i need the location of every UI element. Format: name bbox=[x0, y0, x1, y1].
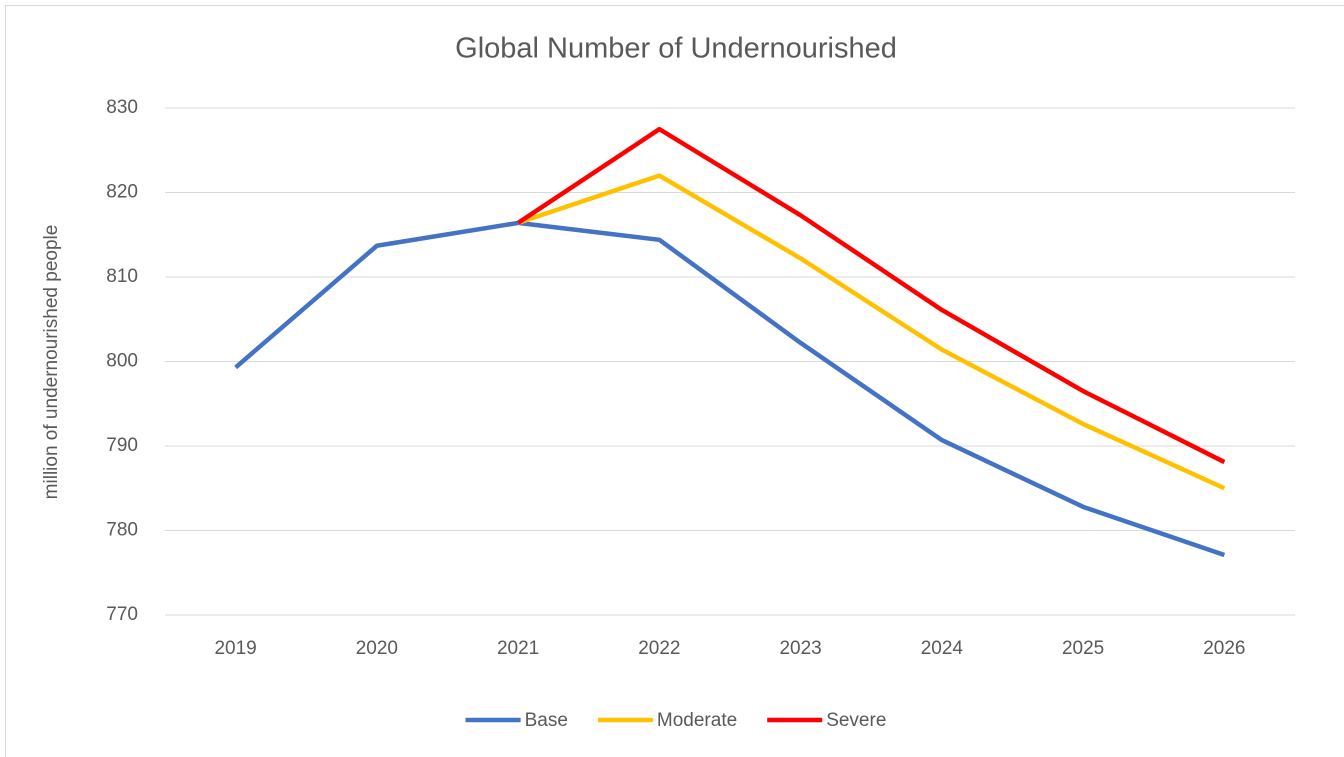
x-tick-label: 2021 bbox=[497, 638, 539, 659]
x-tick-label: 2022 bbox=[638, 638, 680, 659]
y-tick-label: 770 bbox=[106, 604, 138, 625]
line-series bbox=[517, 173, 1226, 491]
x-tick-label: 2023 bbox=[779, 638, 821, 659]
y-tick-label: 820 bbox=[106, 182, 138, 203]
y-tick-label: 830 bbox=[106, 97, 138, 118]
y-tick-label: 800 bbox=[106, 351, 138, 372]
x-tick-label: 2019 bbox=[214, 638, 256, 659]
legend-label: Moderate bbox=[657, 710, 737, 731]
y-tick-label: 780 bbox=[106, 520, 138, 541]
legend-label: Severe bbox=[826, 710, 886, 731]
legend-label: Base bbox=[525, 710, 568, 731]
x-tick-label: 2020 bbox=[356, 638, 398, 659]
chart-border bbox=[5, 5, 1344, 757]
line-series bbox=[516, 126, 1226, 465]
y-axis-label: million of undernourished people bbox=[41, 225, 62, 500]
x-tick-label: 2025 bbox=[1062, 638, 1104, 659]
x-tick-label: 2026 bbox=[1203, 638, 1245, 659]
line-series bbox=[234, 220, 1226, 558]
y-tick-label: 790 bbox=[106, 435, 138, 456]
x-tick-label: 2024 bbox=[921, 638, 964, 659]
y-tick-label: 810 bbox=[106, 266, 138, 287]
chart-title: Global Number of Undernourished bbox=[455, 33, 897, 65]
